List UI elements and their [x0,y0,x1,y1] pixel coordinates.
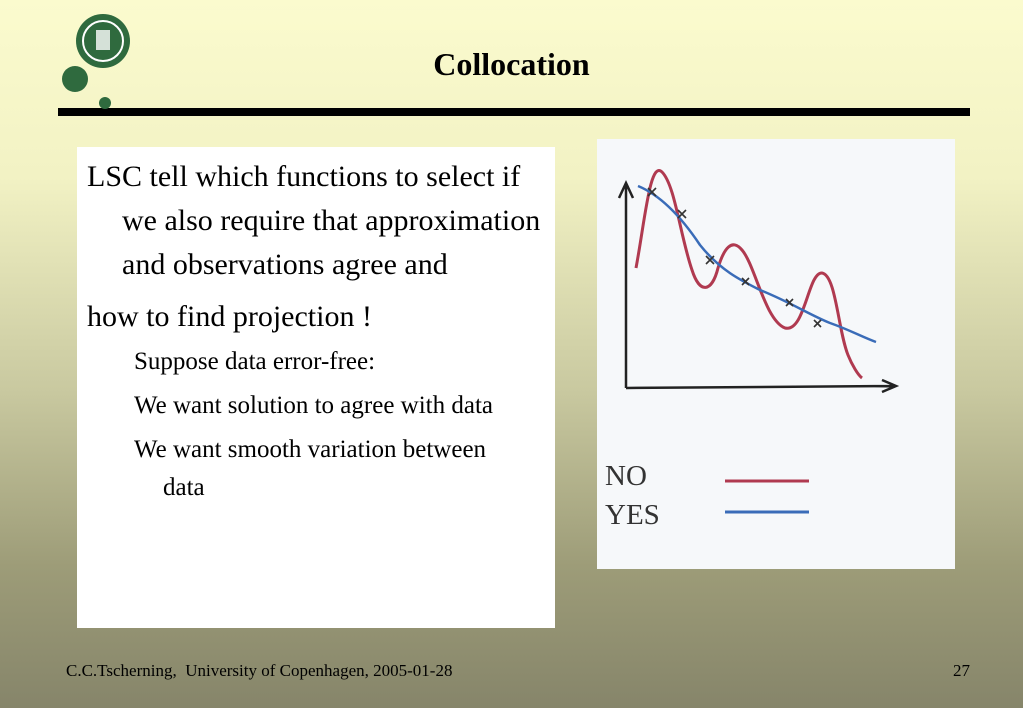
data-points [647,187,822,328]
page-number: 27 [953,661,970,680]
legend-label: YES [605,499,660,531]
subpoint: Suppose data error-free: [134,348,376,375]
logo-shield [96,30,110,50]
paragraph: LSC tell which functions to select if we… [87,160,541,281]
no-curve [634,168,863,380]
footer-author: C.C.Tscherning, University of Copenhagen… [66,661,453,680]
title-rule [58,108,970,116]
text-box: LSC tell which functions to select if we… [77,147,555,628]
axes [617,180,900,394]
dot [99,97,111,109]
dot [62,66,88,92]
subpoint: We want smooth variation between data [134,436,487,501]
slide-title: Collocation [433,46,590,82]
subpoint: We want solution to agree with data [134,392,493,419]
paragraph: how to find projection ! [87,300,372,333]
yes-curve [637,184,877,344]
legend-label: NO [605,460,647,492]
logo-ring [82,20,124,62]
figure-box [597,139,955,569]
